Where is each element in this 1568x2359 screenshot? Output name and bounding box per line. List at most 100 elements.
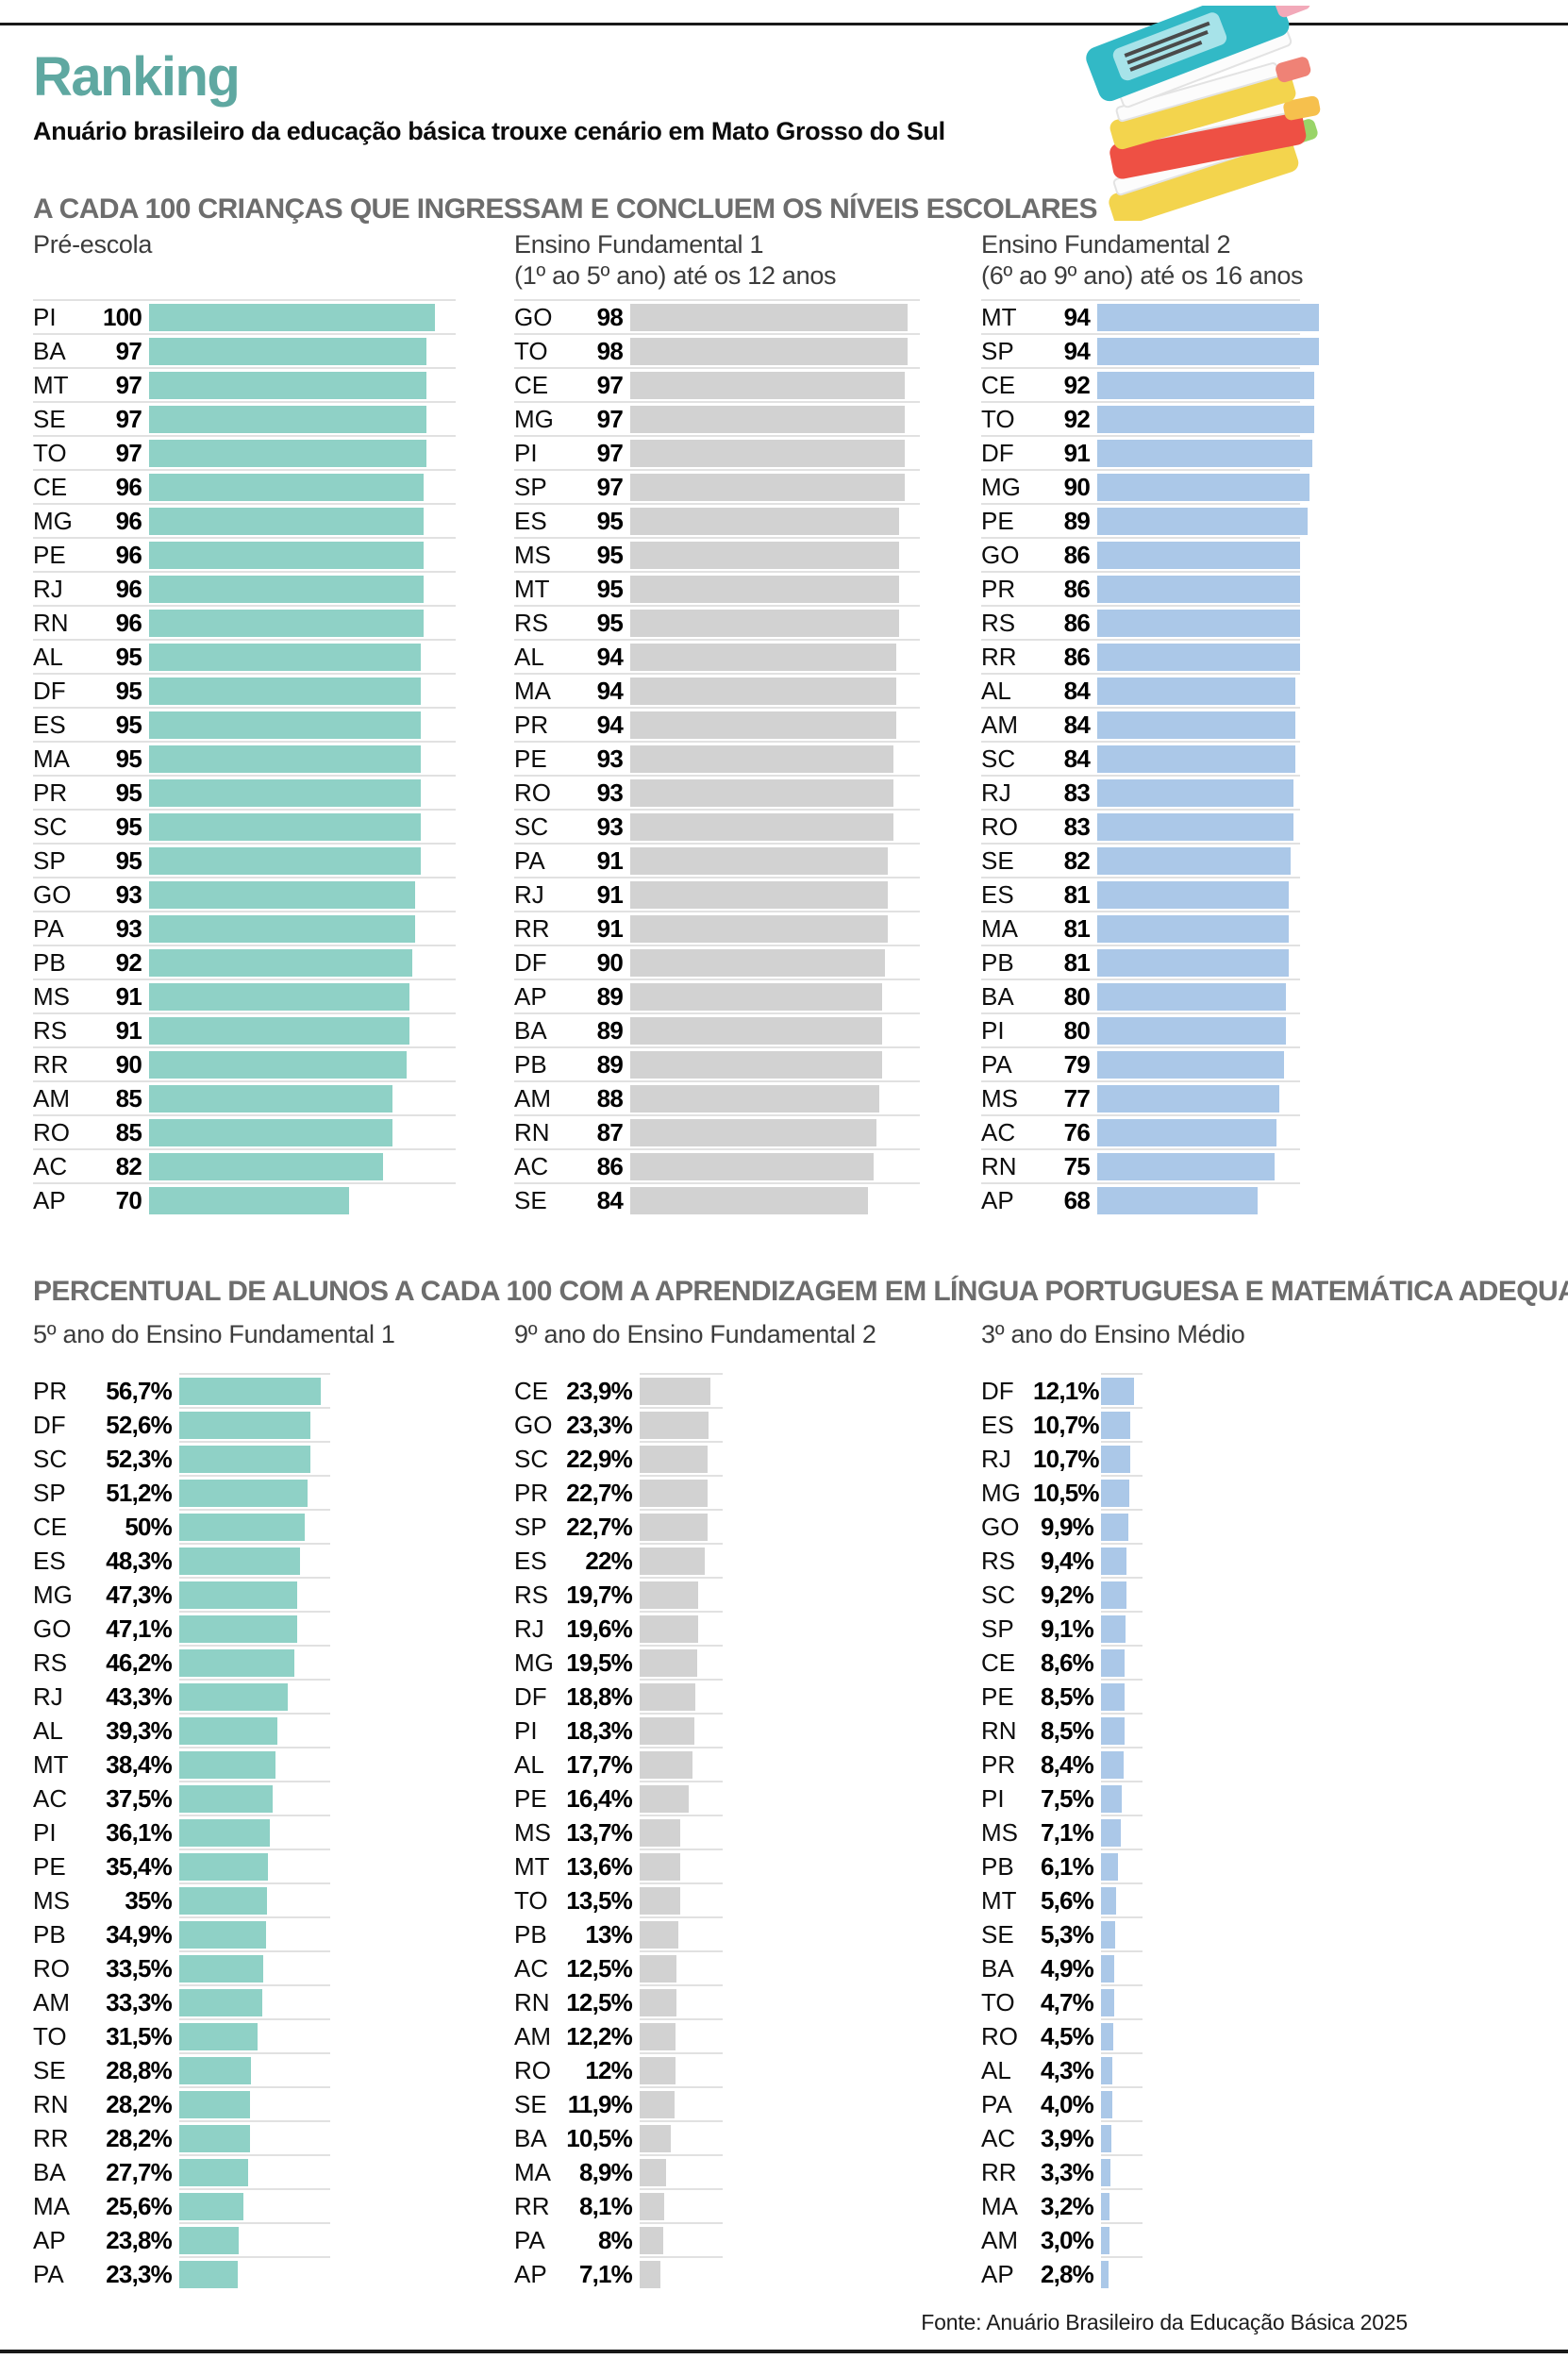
state-label: MA [514,676,551,705]
value-label: 12,5% [566,1987,633,2016]
bar [149,948,412,977]
rank-row: BA 27,7% [33,2155,505,2189]
row-divider [1101,2018,1143,2020]
bar [630,303,908,331]
row-divider [514,707,920,709]
bar [149,1186,349,1214]
value-label: 18,8% [566,1681,633,1711]
bar [640,2158,666,2186]
bar [149,337,426,365]
state-label: RJ [514,879,544,909]
bar [1101,2022,1113,2050]
row-divider [33,1046,456,1048]
state-label: PR [33,1376,68,1405]
rank-row: PE 16,4% [514,1782,986,1815]
state-label: GO [981,540,1020,569]
row-divider [33,299,456,301]
state-label: PA [981,2089,1012,2118]
rank-row: RS 46,2% [33,1646,505,1680]
rank-row: GO 98 [514,300,986,334]
value-label: 90 [596,947,624,977]
state-label: CE [514,1376,549,1405]
rank-row: GO 86 [981,538,1453,572]
bar [630,473,905,501]
bar [1101,1411,1130,1439]
rank-row: RN 12,5% [514,1985,986,2019]
rank-row: ES 95 [33,708,505,742]
value-label: 93 [596,778,624,807]
state-label: DF [33,676,66,705]
value-label: 13,5% [566,1885,633,1915]
state-label: MS [33,981,70,1011]
row-divider [640,2052,723,2054]
value-label: 82 [115,1151,142,1180]
bar [179,1445,310,1473]
value-label: 90 [1063,472,1091,501]
row-divider [640,1373,723,1375]
state-label: PI [33,302,57,331]
rank-row: RJ 10,7% [981,1442,1453,1476]
rank-row: BA 89 [514,1013,986,1047]
row-divider [1101,1407,1143,1409]
rank-row: GO 23,3% [514,1408,986,1442]
bar [149,1084,392,1113]
rank-row: SE 28,8% [33,2053,505,2087]
value-label: 7,1% [1040,1817,1094,1847]
value-label: 48,3% [106,1546,173,1575]
rank-row: AL 17,7% [514,1748,986,1782]
row-divider [640,1882,723,1884]
bar [179,2056,251,2084]
row-divider [981,1080,1300,1082]
row-divider [1101,2188,1143,2190]
bar [640,1479,708,1507]
bar [1101,2226,1109,2254]
state-label: SC [981,1580,1016,1609]
bar [179,1818,270,1847]
state-label: DF [981,438,1014,467]
row-divider [981,979,1300,980]
state-label: MA [981,913,1018,943]
bar [1097,337,1319,365]
rank-row: AC 76 [981,1115,1453,1149]
rank-row: AL 4,3% [981,2053,1453,2087]
bar [630,812,893,841]
value-label: 36,1% [106,1817,173,1847]
value-label: 28,2% [106,2089,173,2118]
value-label: 90 [115,1049,142,1079]
row-divider [514,503,920,505]
rank-row: PA 79 [981,1047,1453,1081]
value-label: 93 [596,744,624,773]
value-label: 84 [1063,676,1091,705]
value-label: 91 [596,845,624,875]
rank-row: MT 95 [514,572,986,606]
row-divider [179,1441,330,1443]
row-divider [514,945,920,946]
rank-row: MA 8,9% [514,2155,986,2189]
chart-subtitle: (6º ao 9º ano) até os 16 anos [981,261,1304,290]
row-divider [514,469,920,471]
bar [640,1377,710,1405]
state-label: MA [33,744,70,773]
rank-row: DF 52,6% [33,1408,505,1442]
row-divider [640,1713,723,1715]
bar [179,1682,288,1711]
state-label: MT [981,1885,1017,1915]
bar [1101,1547,1126,1575]
bar [630,1084,879,1113]
state-label: SC [33,811,68,841]
row-divider [514,1012,920,1014]
bar [149,846,421,875]
row-divider [640,1950,723,1952]
value-label: 96 [115,574,142,603]
row-divider [514,673,920,675]
state-label: MG [981,472,1021,501]
row-divider [981,775,1300,777]
row-divider [179,1407,330,1409]
row-divider [179,1713,330,1715]
bar [179,1411,310,1439]
bar [1097,812,1293,841]
state-label: RR [514,2191,550,2220]
bar [1097,575,1300,603]
bar [149,745,421,773]
bar [179,1784,273,1813]
